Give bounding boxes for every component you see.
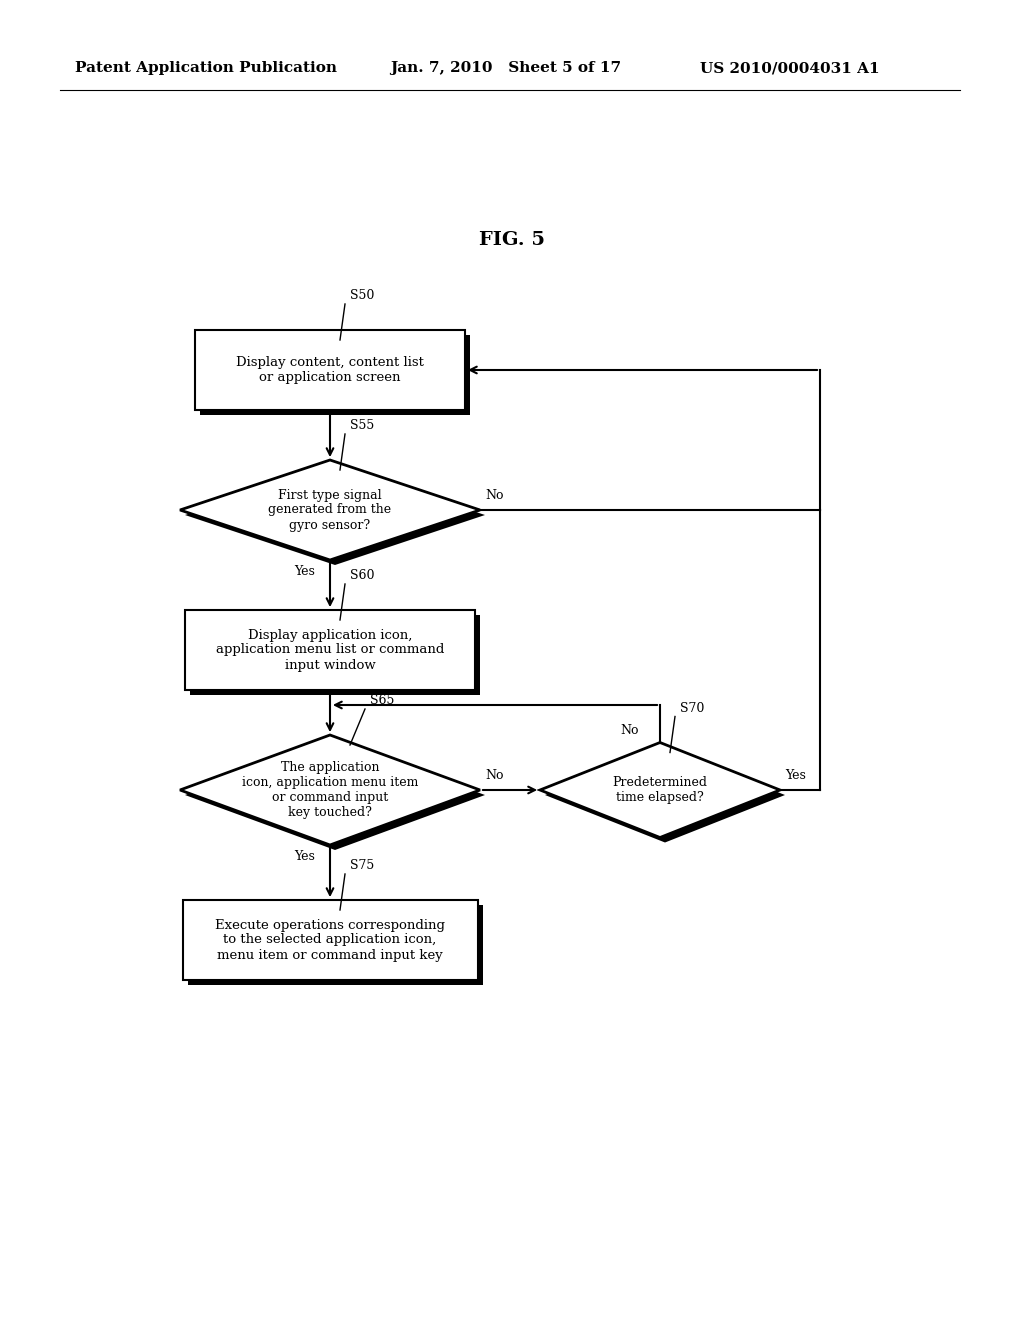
Polygon shape [180, 459, 480, 560]
Text: S65: S65 [370, 694, 394, 708]
Text: First type signal
generated from the
gyro sensor?: First type signal generated from the gyr… [268, 488, 391, 532]
Polygon shape [540, 742, 780, 837]
Text: Predetermined
time elapsed?: Predetermined time elapsed? [612, 776, 708, 804]
Text: S70: S70 [680, 701, 705, 714]
Text: S60: S60 [350, 569, 375, 582]
Text: Yes: Yes [295, 565, 315, 578]
Bar [185, 610, 475, 690]
Text: Jan. 7, 2010   Sheet 5 of 17: Jan. 7, 2010 Sheet 5 of 17 [390, 61, 622, 75]
Text: No: No [485, 770, 504, 781]
Bar [200, 335, 470, 414]
Text: S75: S75 [350, 859, 374, 873]
Text: No: No [620, 725, 639, 738]
Text: FIG. 5: FIG. 5 [479, 231, 545, 249]
Polygon shape [185, 465, 485, 565]
Text: S55: S55 [350, 418, 374, 432]
Text: Execute operations corresponding
to the selected application icon,
menu item or : Execute operations corresponding to the … [215, 919, 445, 961]
Text: S50: S50 [350, 289, 375, 302]
Text: US 2010/0004031 A1: US 2010/0004031 A1 [700, 61, 880, 75]
Text: Display application icon,
application menu list or command
input window: Display application icon, application me… [216, 628, 444, 672]
Text: Yes: Yes [785, 770, 806, 781]
Text: Patent Application Publication: Patent Application Publication [75, 61, 337, 75]
Bar [187, 906, 482, 985]
Text: No: No [485, 488, 504, 502]
Text: Display content, content list
or application screen: Display content, content list or applica… [237, 356, 424, 384]
Bar [182, 900, 477, 979]
Text: The application
icon, application menu item
or command input
key touched?: The application icon, application menu i… [242, 762, 418, 818]
Bar [195, 330, 465, 411]
Polygon shape [185, 741, 485, 850]
Bar [190, 615, 480, 696]
Text: Yes: Yes [295, 850, 315, 863]
Polygon shape [180, 735, 480, 845]
Polygon shape [545, 747, 785, 842]
